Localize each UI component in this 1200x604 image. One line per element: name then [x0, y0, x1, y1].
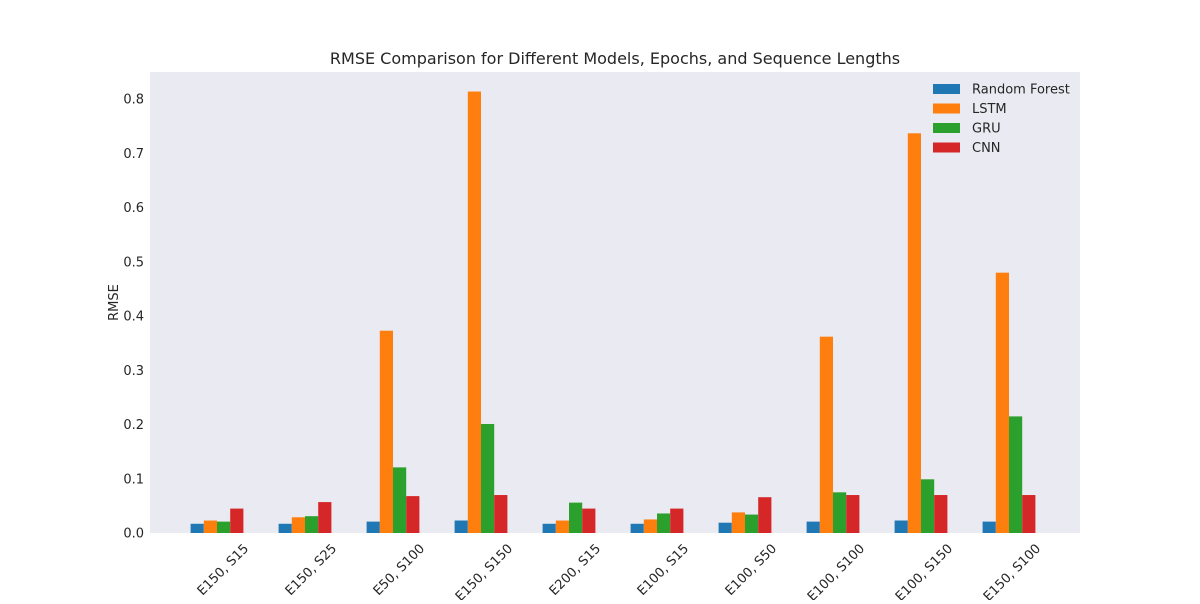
bar-group	[982, 272, 1036, 533]
bar-cnn	[670, 508, 684, 533]
bar-random-forest	[630, 523, 644, 533]
y-tick-label: 0.1	[123, 472, 144, 487]
x-tick-label: E150, S15	[195, 541, 252, 598]
y-tick-label: 0.7	[123, 147, 144, 162]
bar-gru	[833, 492, 847, 533]
legend-swatch	[933, 103, 960, 114]
bar-lstm	[907, 133, 921, 533]
legend-label: GRU	[972, 122, 1001, 137]
bar-cnn	[318, 502, 332, 533]
bar-group	[454, 91, 508, 533]
x-tick-label: E100, S150	[893, 541, 956, 600]
bar-group	[718, 497, 772, 533]
x-tick-label: E150, S150	[453, 541, 516, 600]
x-tick-label: E200, S15	[547, 541, 604, 598]
chart-title: RMSE Comparison for Different Models, Ep…	[330, 49, 900, 68]
bar-lstm	[731, 512, 745, 533]
bar-gru	[217, 521, 231, 533]
bar-gru	[1009, 416, 1023, 533]
bar-random-forest	[982, 521, 996, 533]
x-tick-label: E150, S100	[981, 541, 1044, 600]
bar-group	[542, 502, 596, 533]
legend: Random Forest LSTM GRU CNN	[933, 83, 1070, 156]
bar-random-forest	[894, 520, 908, 533]
y-tick-label: 0.3	[123, 364, 144, 379]
bar-lstm	[555, 520, 569, 533]
bar-gru	[921, 479, 935, 533]
bars-layer	[190, 91, 1036, 533]
y-tick-label: 0.2	[123, 418, 144, 433]
x-axis-ticks: E150, S15 E150, S25 E50, S100 E150, S150 E20…	[195, 541, 1044, 604]
bar-cnn	[582, 508, 596, 533]
bar-cnn	[494, 495, 508, 533]
y-tick-label: 0.6	[123, 201, 144, 216]
legend-swatch	[933, 123, 960, 133]
bar-gru	[745, 514, 759, 533]
bar-group	[894, 133, 948, 533]
bar-group	[366, 330, 420, 533]
bar-group	[806, 336, 860, 533]
x-tick-label: E150, S25	[283, 541, 340, 598]
bar-random-forest	[718, 522, 732, 533]
bar-gru	[569, 502, 583, 533]
bar-cnn	[230, 508, 244, 533]
legend-item-lstm: LSTM	[933, 102, 1007, 117]
bar-group	[190, 508, 244, 533]
bar-lstm	[819, 336, 833, 533]
legend-label: CNN	[972, 141, 1001, 156]
bar-lstm	[291, 517, 305, 533]
x-tick-label: E100, S100	[805, 541, 868, 600]
bar-lstm	[643, 519, 657, 533]
x-tick-label: E100, S15	[635, 541, 692, 598]
legend-item-cnn: CNN	[933, 141, 1001, 156]
bar-gru	[657, 513, 671, 533]
y-tick-label: 0.4	[123, 310, 144, 325]
y-axis-ticks: 0.0 0.1 0.2 0.3 0.4 0.5 0.6 0.7 0.8	[123, 93, 144, 542]
plot-area	[150, 72, 1080, 533]
bar-lstm	[467, 91, 481, 533]
bar-random-forest	[454, 520, 468, 533]
bar-random-forest	[278, 523, 292, 533]
legend-swatch	[933, 142, 960, 153]
bar-group	[278, 502, 332, 533]
bar-group	[630, 508, 684, 533]
bar-random-forest	[542, 523, 556, 533]
bar-cnn	[934, 495, 948, 533]
bar-cnn	[758, 497, 772, 533]
bar-random-forest	[366, 521, 380, 533]
bar-random-forest	[806, 521, 820, 533]
bar-gru	[481, 423, 495, 533]
x-tick-label: E50, S100	[371, 541, 428, 598]
y-axis-label: RMSE	[107, 284, 122, 321]
bar-lstm	[203, 520, 217, 533]
legend-label: LSTM	[972, 102, 1007, 117]
y-tick-label: 0.8	[123, 93, 144, 108]
bar-lstm	[379, 330, 393, 533]
legend-item-random-forest: Random Forest	[933, 83, 1070, 98]
x-tick-label: E100, S50	[723, 541, 780, 598]
bar-cnn	[846, 495, 860, 533]
bar-cnn	[406, 496, 420, 533]
legend-item-gru: GRU	[933, 122, 1001, 137]
y-tick-label: 0.0	[123, 527, 144, 542]
bar-cnn	[1022, 495, 1036, 533]
legend-label: Random Forest	[972, 83, 1070, 98]
y-tick-label: 0.5	[123, 255, 144, 270]
bar-lstm	[995, 272, 1009, 533]
legend-swatch	[933, 84, 960, 94]
bar-gru	[393, 467, 407, 533]
bar-random-forest	[190, 523, 204, 533]
bar-gru	[305, 516, 319, 533]
